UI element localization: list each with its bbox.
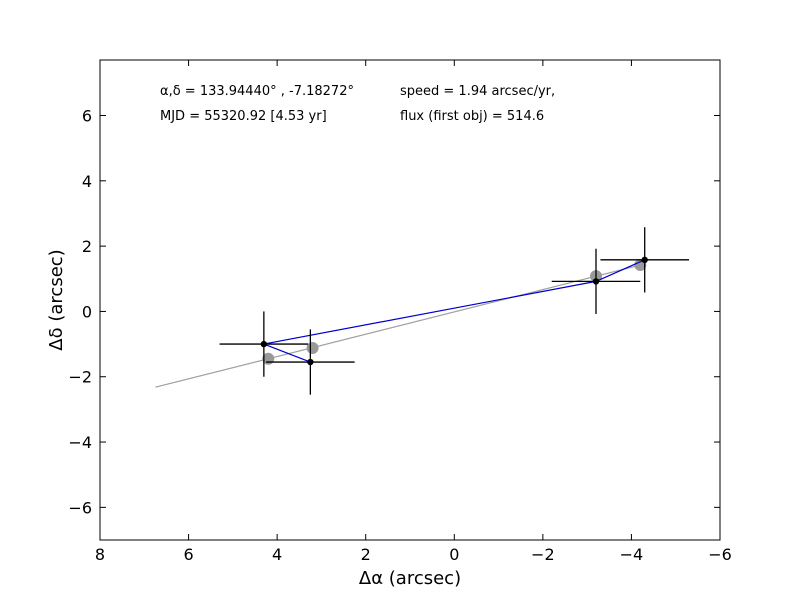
annotation-speed: speed = 1.94 arcsec/yr, <box>400 84 555 99</box>
plot-background <box>100 60 720 540</box>
annotation-mjd: MJD = 55320.92 [4.53 yr] <box>160 109 327 124</box>
observed-path-layer <box>261 259 645 363</box>
y-tick-label-3: 0 <box>82 302 92 321</box>
y-tick-label-0: −6 <box>68 498 92 517</box>
observed-point-0 <box>260 340 268 348</box>
model-point-1 <box>306 342 319 354</box>
x-tick-label-5: −2 <box>531 545 555 564</box>
observed-point-2 <box>592 278 600 285</box>
x-tick-label-3: 2 <box>361 545 371 564</box>
observed-path-line <box>261 259 645 363</box>
x-tick-label-2: 4 <box>272 545 282 564</box>
fit-line <box>155 264 641 388</box>
x-tick-label-0: 8 <box>95 545 105 564</box>
y-tick-label-6: 6 <box>82 107 92 126</box>
ticks-layer: 8 6 4 2 0 −2 −4 −6 −6 −4 −2 0 2 4 6 <box>68 60 732 564</box>
observed-point-3 <box>641 256 648 264</box>
y-tick-label-4: 2 <box>82 237 92 256</box>
y-tick-label-1: −4 <box>68 433 92 452</box>
x-tick-label-6: −4 <box>620 545 644 564</box>
x-tick-label-1: 6 <box>183 545 193 564</box>
plot-frame <box>99 59 721 541</box>
x-tick-label-7: −6 <box>708 545 732 564</box>
annotation-coords: α,δ = 133.94440° , -7.18272° <box>160 84 354 99</box>
y-tick-label-2: −2 <box>68 368 92 387</box>
annotation-flux: flux (first obj) = 514.6 <box>400 109 544 124</box>
y-axis-label: Δδ (arcsec) <box>46 249 67 350</box>
observed-points-layer <box>260 256 648 366</box>
fit-line-layer <box>155 264 641 388</box>
x-tick-label-4: 0 <box>449 545 459 564</box>
x-axis-label: Δα (arcsec) <box>359 568 461 589</box>
y-tick-label-5: 4 <box>82 172 92 191</box>
observed-point-1 <box>307 358 314 366</box>
